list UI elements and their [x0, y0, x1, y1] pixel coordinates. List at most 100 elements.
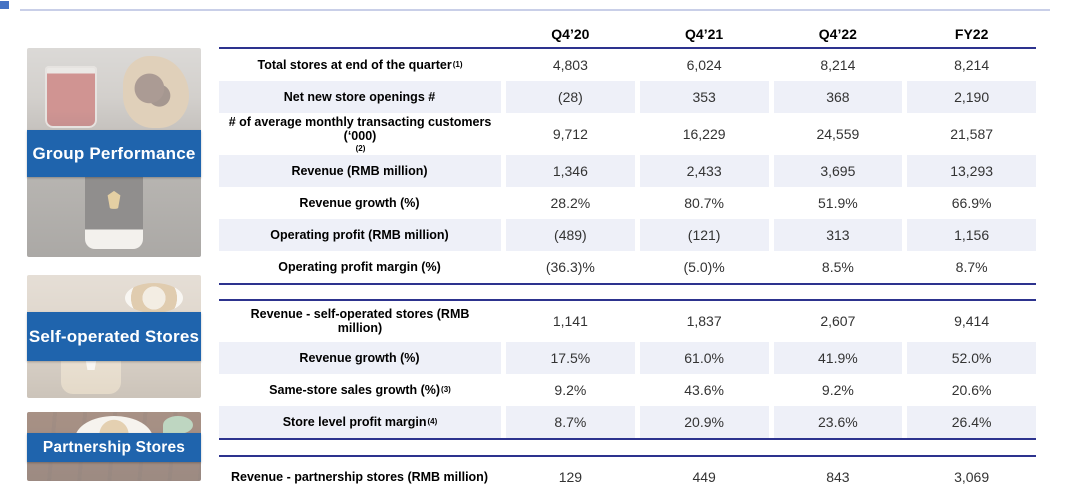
cell-value: 1,156	[907, 218, 1036, 251]
cell-value: 8.5%	[821, 258, 854, 275]
cell-value: 8,214	[820, 56, 856, 73]
cell-value: (5.0)%	[683, 258, 725, 275]
cell-value: (28)	[506, 81, 635, 113]
cell-value: 313	[773, 218, 903, 251]
cell-value: 52.0%	[907, 341, 1036, 374]
row-label: Revenue growth (%)	[219, 187, 501, 219]
cell-value: 353	[639, 81, 769, 113]
row-label-text: Store level profit margin	[282, 414, 427, 429]
row-label: Net new store openings #	[219, 81, 501, 113]
latte-art-cup	[125, 283, 183, 313]
deer-logo-art	[85, 354, 97, 371]
top-divider-line	[20, 9, 1050, 11]
row-label-text: # of average monthly transacting custome…	[228, 115, 492, 144]
cell-value: 20.9%	[639, 405, 769, 438]
cell-value: 66.9%	[951, 194, 992, 211]
cell-value: 6,024	[686, 56, 722, 73]
slide-accent-square	[0, 1, 9, 9]
plant-leaf-art	[163, 416, 193, 434]
row-label-text: Same-store sales growth (%)	[269, 382, 441, 397]
row-label-text: Operating profit (RMB million)	[270, 227, 449, 242]
footnote-marker: (1)	[452, 60, 463, 70]
cell-value: 13,293	[907, 154, 1036, 187]
partnership-stores-banner: Partnership Stores	[27, 433, 201, 462]
table-row: Operating profit (RMB million) (489) (12…	[219, 218, 1036, 251]
cell-value: 8.7%	[506, 405, 635, 438]
row-label-text: Operating profit margin (%)	[278, 259, 441, 274]
cell-value: 9.2%	[554, 381, 587, 398]
cell-value: 9.2%	[821, 381, 854, 398]
section-partnership-stores: Revenue - partnership stores (RMB millio…	[219, 454, 1036, 488]
cell-value: 1,346	[506, 154, 635, 187]
cell-value: 2,433	[639, 154, 769, 187]
row-label-text: Total stores at end of the quarter	[257, 57, 452, 72]
cell-value: 41.9%	[773, 341, 903, 374]
table-row: Net new store openings # (28) 353 368 2,…	[219, 81, 1036, 113]
row-label-text: Revenue - partnership stores (RMB millio…	[231, 470, 488, 485]
cell-value: 9,414	[954, 313, 990, 330]
cell-value: 8.7%	[955, 258, 988, 275]
row-label: Revenue - partnership stores (RMB millio…	[219, 457, 501, 488]
footnote-marker: (2)	[355, 143, 366, 153]
row-label-text: Revenue (RMB million)	[291, 163, 428, 178]
cell-value: (489)	[506, 218, 635, 251]
deer-logo-art	[107, 190, 121, 209]
panel-partnership-stores: Partnership Stores	[27, 412, 201, 481]
table-row: Revenue - self-operated stores (RMB mill…	[219, 301, 1036, 342]
banner-label: Group Performance	[32, 143, 196, 163]
cell-value: 2,190	[907, 81, 1036, 113]
column-header: Q4’22	[818, 25, 857, 42]
panel-group-performance: Group Performance	[27, 48, 201, 257]
table-row: Revenue growth (%) 28.2% 80.7% 51.9% 66.…	[219, 187, 1036, 219]
section-group-performance: Total stores at end of the quarter (1) 4,…	[219, 47, 1036, 285]
row-label-text: Revenue growth (%)	[299, 195, 420, 210]
cell-value: 16,229	[682, 125, 726, 142]
cell-value: 368	[773, 81, 903, 113]
cell-value: 129	[558, 469, 583, 486]
section-self-operated-stores: Revenue - self-operated stores (RMB mill…	[219, 298, 1036, 440]
coffee-bean-sack-art	[123, 56, 189, 128]
coffee-photo-top	[27, 48, 201, 130]
table-row: Operating profit margin (%) (36.3)% (5.0…	[219, 251, 1036, 283]
cell-value: 61.0%	[639, 341, 769, 374]
column-header: Q4’21	[685, 25, 724, 42]
row-label-text: Revenue - self-operated stores (RMB mill…	[250, 307, 470, 336]
table-row: Revenue - partnership stores (RMB millio…	[219, 457, 1036, 488]
table-row: Total stores at end of the quarter (1) 4,…	[219, 49, 1036, 81]
column-header: Q4’20	[551, 25, 590, 42]
cell-value: 20.6%	[951, 381, 992, 398]
cell-value: 9,712	[552, 125, 588, 142]
row-label: Revenue growth (%)	[219, 341, 501, 374]
row-label-text: Revenue growth (%)	[299, 350, 420, 365]
cell-value: 23.6%	[773, 405, 903, 438]
cell-value: 3,069	[954, 469, 990, 486]
cell-value: 449	[692, 469, 716, 486]
banner-label: Self-operated Stores	[28, 326, 200, 346]
row-label: Revenue (RMB million)	[219, 154, 501, 187]
cell-value: 17.5%	[506, 341, 635, 374]
row-label: Operating profit margin (%)	[219, 251, 501, 283]
table-row: Store level profit margin (4) 8.7% 20.9% …	[219, 405, 1036, 438]
cell-value: 26.4%	[907, 405, 1036, 438]
row-label: Total stores at end of the quarter (1)	[219, 49, 501, 81]
cell-value: (121)	[639, 218, 769, 251]
cell-value: 8,214	[954, 56, 990, 73]
column-header-row: Q4’20 Q4’21 Q4’22 FY22	[219, 20, 1036, 47]
cell-value: 1,837	[686, 313, 722, 330]
cell-value: 4,803	[552, 56, 588, 73]
group-performance-banner: Group Performance	[27, 130, 201, 177]
cell-value: (36.3)%	[545, 258, 595, 275]
cell-value: 1,141	[552, 313, 588, 330]
cell-value: 24,559	[816, 125, 860, 142]
cell-value: 80.7%	[684, 194, 724, 211]
table-row: Same-store sales growth (%) (3) 9.2% 43.6…	[219, 374, 1036, 406]
row-label: Operating profit (RMB million)	[219, 218, 501, 251]
row-label-text: Net new store openings #	[283, 89, 436, 104]
financials-table: Q4’20 Q4’21 Q4’22 FY22 Total stores at e…	[219, 20, 1036, 488]
cell-value: 21,587	[950, 125, 994, 142]
footnote-marker: (3)	[441, 385, 451, 395]
row-label: Store level profit margin (4)	[219, 405, 501, 438]
panel-self-operated-stores: Self-operated Stores	[27, 275, 201, 398]
footnote-marker: (4)	[427, 417, 438, 427]
row-label: Same-store sales growth (%) (3)	[219, 374, 501, 406]
